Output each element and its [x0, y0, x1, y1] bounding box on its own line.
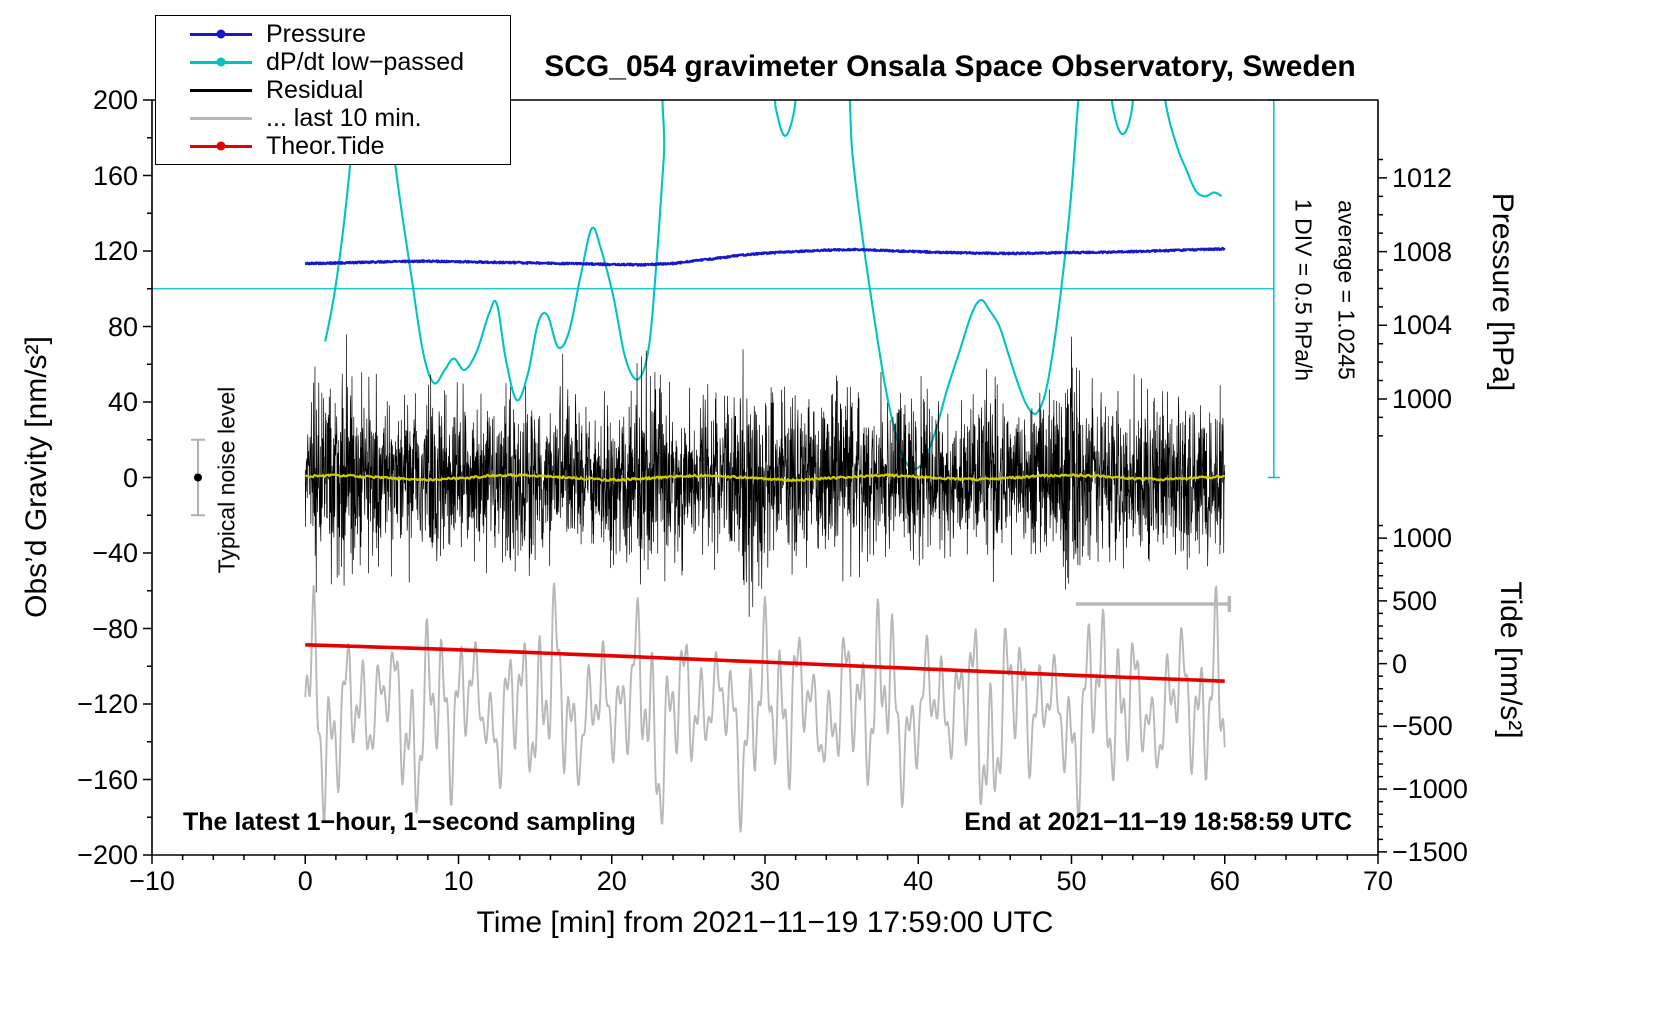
pressure-tick-label: 1008 [1392, 236, 1453, 267]
chart-title: SCG_054 gravimeter Onsala Space Observat… [544, 50, 1356, 83]
div-scale-note: 1 DIV = 0.5 hPa/h [1290, 198, 1317, 382]
gravity-tick-label: 200 [92, 85, 138, 115]
typical-noise-level-label: Typical noise level [213, 386, 240, 574]
gravity-tick-label: −80 [92, 613, 138, 644]
gravity-tick-label: 80 [107, 311, 138, 342]
tide-line-swatch [190, 140, 252, 152]
legend-item-last10: ... last 10 min. [156, 103, 510, 132]
gravity-tick-label: −160 [77, 764, 138, 795]
gravity-tick-label: −120 [77, 689, 138, 719]
legend-item-dpdt: dP/dt low−passed [156, 47, 510, 76]
time-tick-label: 70 [1362, 866, 1394, 896]
gravity-axis-title: Obs’d Gravity [nm/s²] [20, 336, 53, 618]
gravity-tick-label: 120 [92, 236, 138, 266]
tide-tick-label: 0 [1392, 648, 1408, 679]
sampling-note: The latest 1−hour, 1−second sampling [183, 808, 636, 836]
legend-label: dP/dt low−passed [266, 47, 465, 76]
pressure-tick-label: 1000 [1392, 383, 1453, 414]
legend-label: Pressure [266, 19, 367, 48]
legend-item-pressure: Pressure [156, 19, 510, 48]
pressure-axis-title: Pressure [hPa] [1486, 192, 1519, 392]
gravity-tick-label: 160 [92, 160, 138, 191]
last10-line-swatch [190, 112, 252, 124]
gravity-tick-label: −200 [77, 840, 138, 870]
gravity-tick-label: 40 [107, 387, 138, 417]
tide-tick-label: −1000 [1392, 774, 1468, 805]
tide-tick-label: −1500 [1392, 836, 1468, 867]
legend-item-residual: Residual [156, 75, 510, 104]
time-tick-label: −10 [129, 866, 175, 896]
legend: Pressure dP/dt low−passed Residual ... l… [155, 15, 511, 165]
gravity-tick-label: −40 [92, 538, 138, 568]
pressure-tick-label: 1012 [1392, 162, 1453, 193]
legend-label: ... last 10 min. [266, 103, 422, 132]
time-tick-label: 40 [903, 866, 934, 896]
tide-tick-label: −500 [1392, 711, 1453, 742]
gravity-tick-label: 0 [122, 462, 138, 493]
time-tick-label: 0 [297, 866, 313, 896]
tide-axis-title: Tide [nm/s²] [1494, 581, 1527, 739]
tide-tick-label: 500 [1392, 585, 1438, 616]
pressure-tick-label: 1004 [1392, 310, 1453, 341]
legend-label: Residual [266, 75, 364, 104]
average-note: average = 1.0245 [1333, 200, 1360, 380]
pressure-line-swatch [190, 28, 252, 40]
time-tick-label: 20 [596, 866, 627, 896]
legend-label: Theor.Tide [266, 131, 385, 160]
time-tick-label: 30 [749, 866, 781, 896]
dpdt-line-swatch [190, 56, 252, 68]
time-axis-title: Time [min] from 2021−11−19 17:59:00 UTC [476, 906, 1054, 939]
end-time-note: End at 2021−11−19 18:58:59 UTC [964, 808, 1352, 836]
tide-tick-label: 1000 [1392, 523, 1453, 554]
time-tick-label: 10 [443, 866, 474, 896]
legend-item-tide: Theor.Tide [156, 131, 510, 160]
residual-line-swatch [190, 84, 252, 96]
time-tick-label: 60 [1209, 866, 1240, 896]
time-tick-label: 50 [1056, 866, 1087, 896]
